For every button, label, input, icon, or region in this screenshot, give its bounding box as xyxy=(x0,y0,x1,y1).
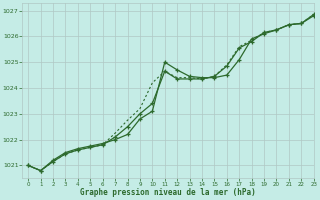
X-axis label: Graphe pression niveau de la mer (hPa): Graphe pression niveau de la mer (hPa) xyxy=(80,188,256,197)
